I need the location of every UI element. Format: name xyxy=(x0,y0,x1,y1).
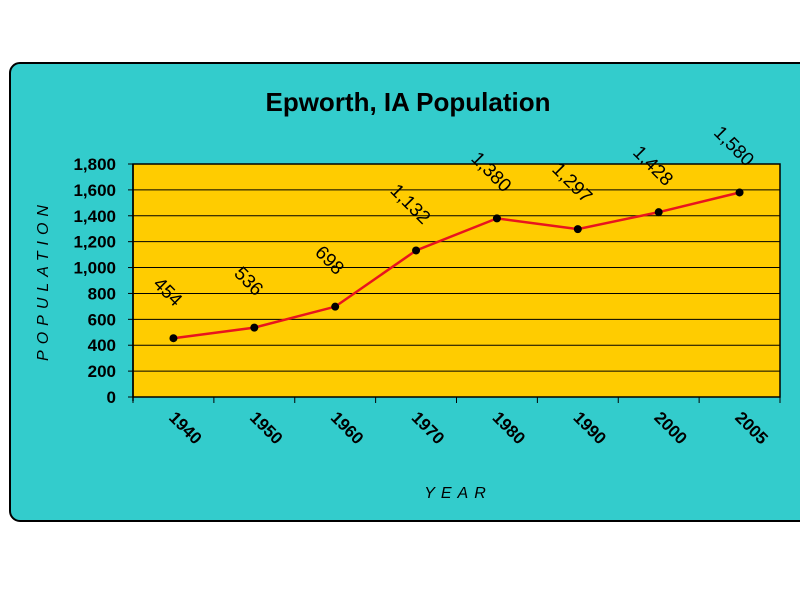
y-tick-label: 800 xyxy=(88,284,116,303)
data-point xyxy=(492,214,501,223)
y-tick-label: 1,800 xyxy=(73,155,116,174)
y-axis-label: POPULATION xyxy=(35,199,52,361)
y-tick-label: 600 xyxy=(88,310,116,329)
chart-title: Epworth, IA Population xyxy=(265,87,550,117)
y-tick-label: 1,600 xyxy=(73,181,116,200)
y-tick-label: 1,200 xyxy=(73,233,116,252)
data-point xyxy=(169,334,178,343)
data-point xyxy=(331,302,340,311)
plot-area: 02004006008001,0001,2001,4001,6001,80019… xyxy=(73,122,781,448)
y-tick-label: 1,000 xyxy=(73,259,116,278)
data-point xyxy=(735,188,744,197)
data-point xyxy=(250,323,259,332)
data-point xyxy=(654,208,663,217)
y-tick-label: 1,400 xyxy=(73,207,116,226)
data-point xyxy=(412,246,421,255)
plot-background xyxy=(132,163,781,398)
y-tick-label: 400 xyxy=(88,336,116,355)
y-tick-label: 200 xyxy=(88,362,116,381)
y-tick-label: 0 xyxy=(107,388,116,407)
data-point xyxy=(573,225,582,234)
x-axis-label: YEAR xyxy=(424,485,492,502)
series-line xyxy=(173,191,740,340)
